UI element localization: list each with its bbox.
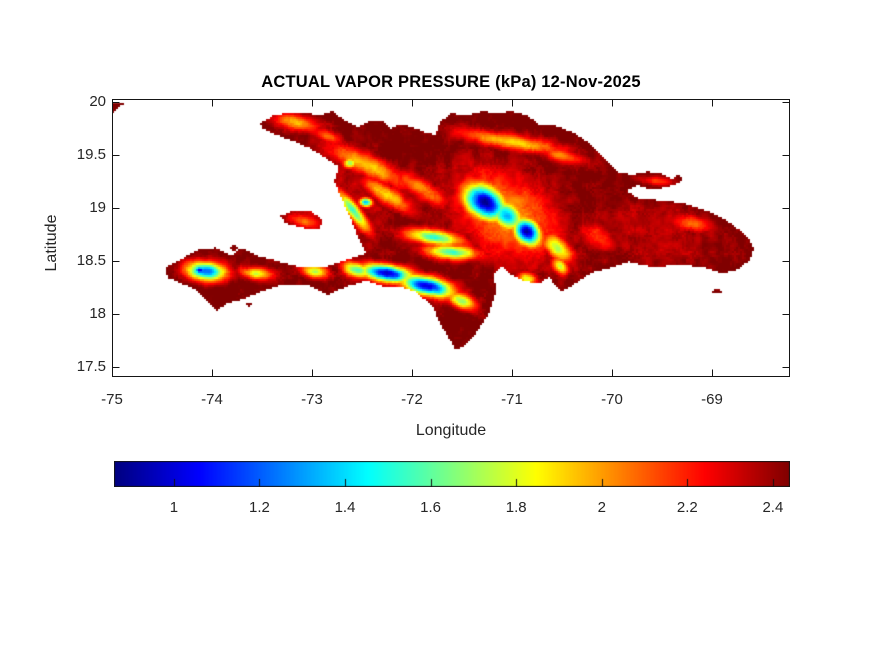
y-tick-label: 20 xyxy=(89,93,106,111)
x-tick-label: -70 xyxy=(601,391,623,408)
colorbar-tick-label: 1.6 xyxy=(420,499,442,516)
chart-title: ACTUAL VAPOR PRESSURE (kPa) 12-Nov-2025 xyxy=(261,73,641,91)
colorbar-tick-label: 1.4 xyxy=(334,499,356,516)
colorbar-tick-label: 1 xyxy=(169,499,179,516)
x-tick-label: -73 xyxy=(301,391,323,408)
x-tick-label: -71 xyxy=(501,391,523,408)
colorbar-tick-label: 2 xyxy=(597,499,606,516)
axes-frame xyxy=(112,99,790,377)
colorbar-tick-label: 2.4 xyxy=(762,499,784,516)
axes-box xyxy=(112,99,790,377)
y-axis-title: Latitude xyxy=(43,214,60,272)
colorbar-tick-label: 2.2 xyxy=(676,499,698,516)
x-axis-title: Longitude xyxy=(415,422,487,439)
colorbar-tick-label: 1.8 xyxy=(505,499,527,516)
x-tick-label: -69 xyxy=(701,391,723,408)
colorbar-tick-label: 1.2 xyxy=(249,499,270,516)
y-tick-label: 19.5 xyxy=(76,146,106,164)
colorbar xyxy=(114,461,790,487)
vapor-pressure-map xyxy=(112,99,790,377)
y-tick-label: 17.5 xyxy=(76,358,106,376)
y-tick-label: 18.5 xyxy=(76,252,106,270)
y-tick-label: 18 xyxy=(89,305,106,323)
x-tick-label: -72 xyxy=(401,391,423,408)
x-tick-label: -74 xyxy=(201,391,223,408)
x-tick-label: -75 xyxy=(101,391,123,408)
y-tick-label: 19 xyxy=(89,199,106,217)
